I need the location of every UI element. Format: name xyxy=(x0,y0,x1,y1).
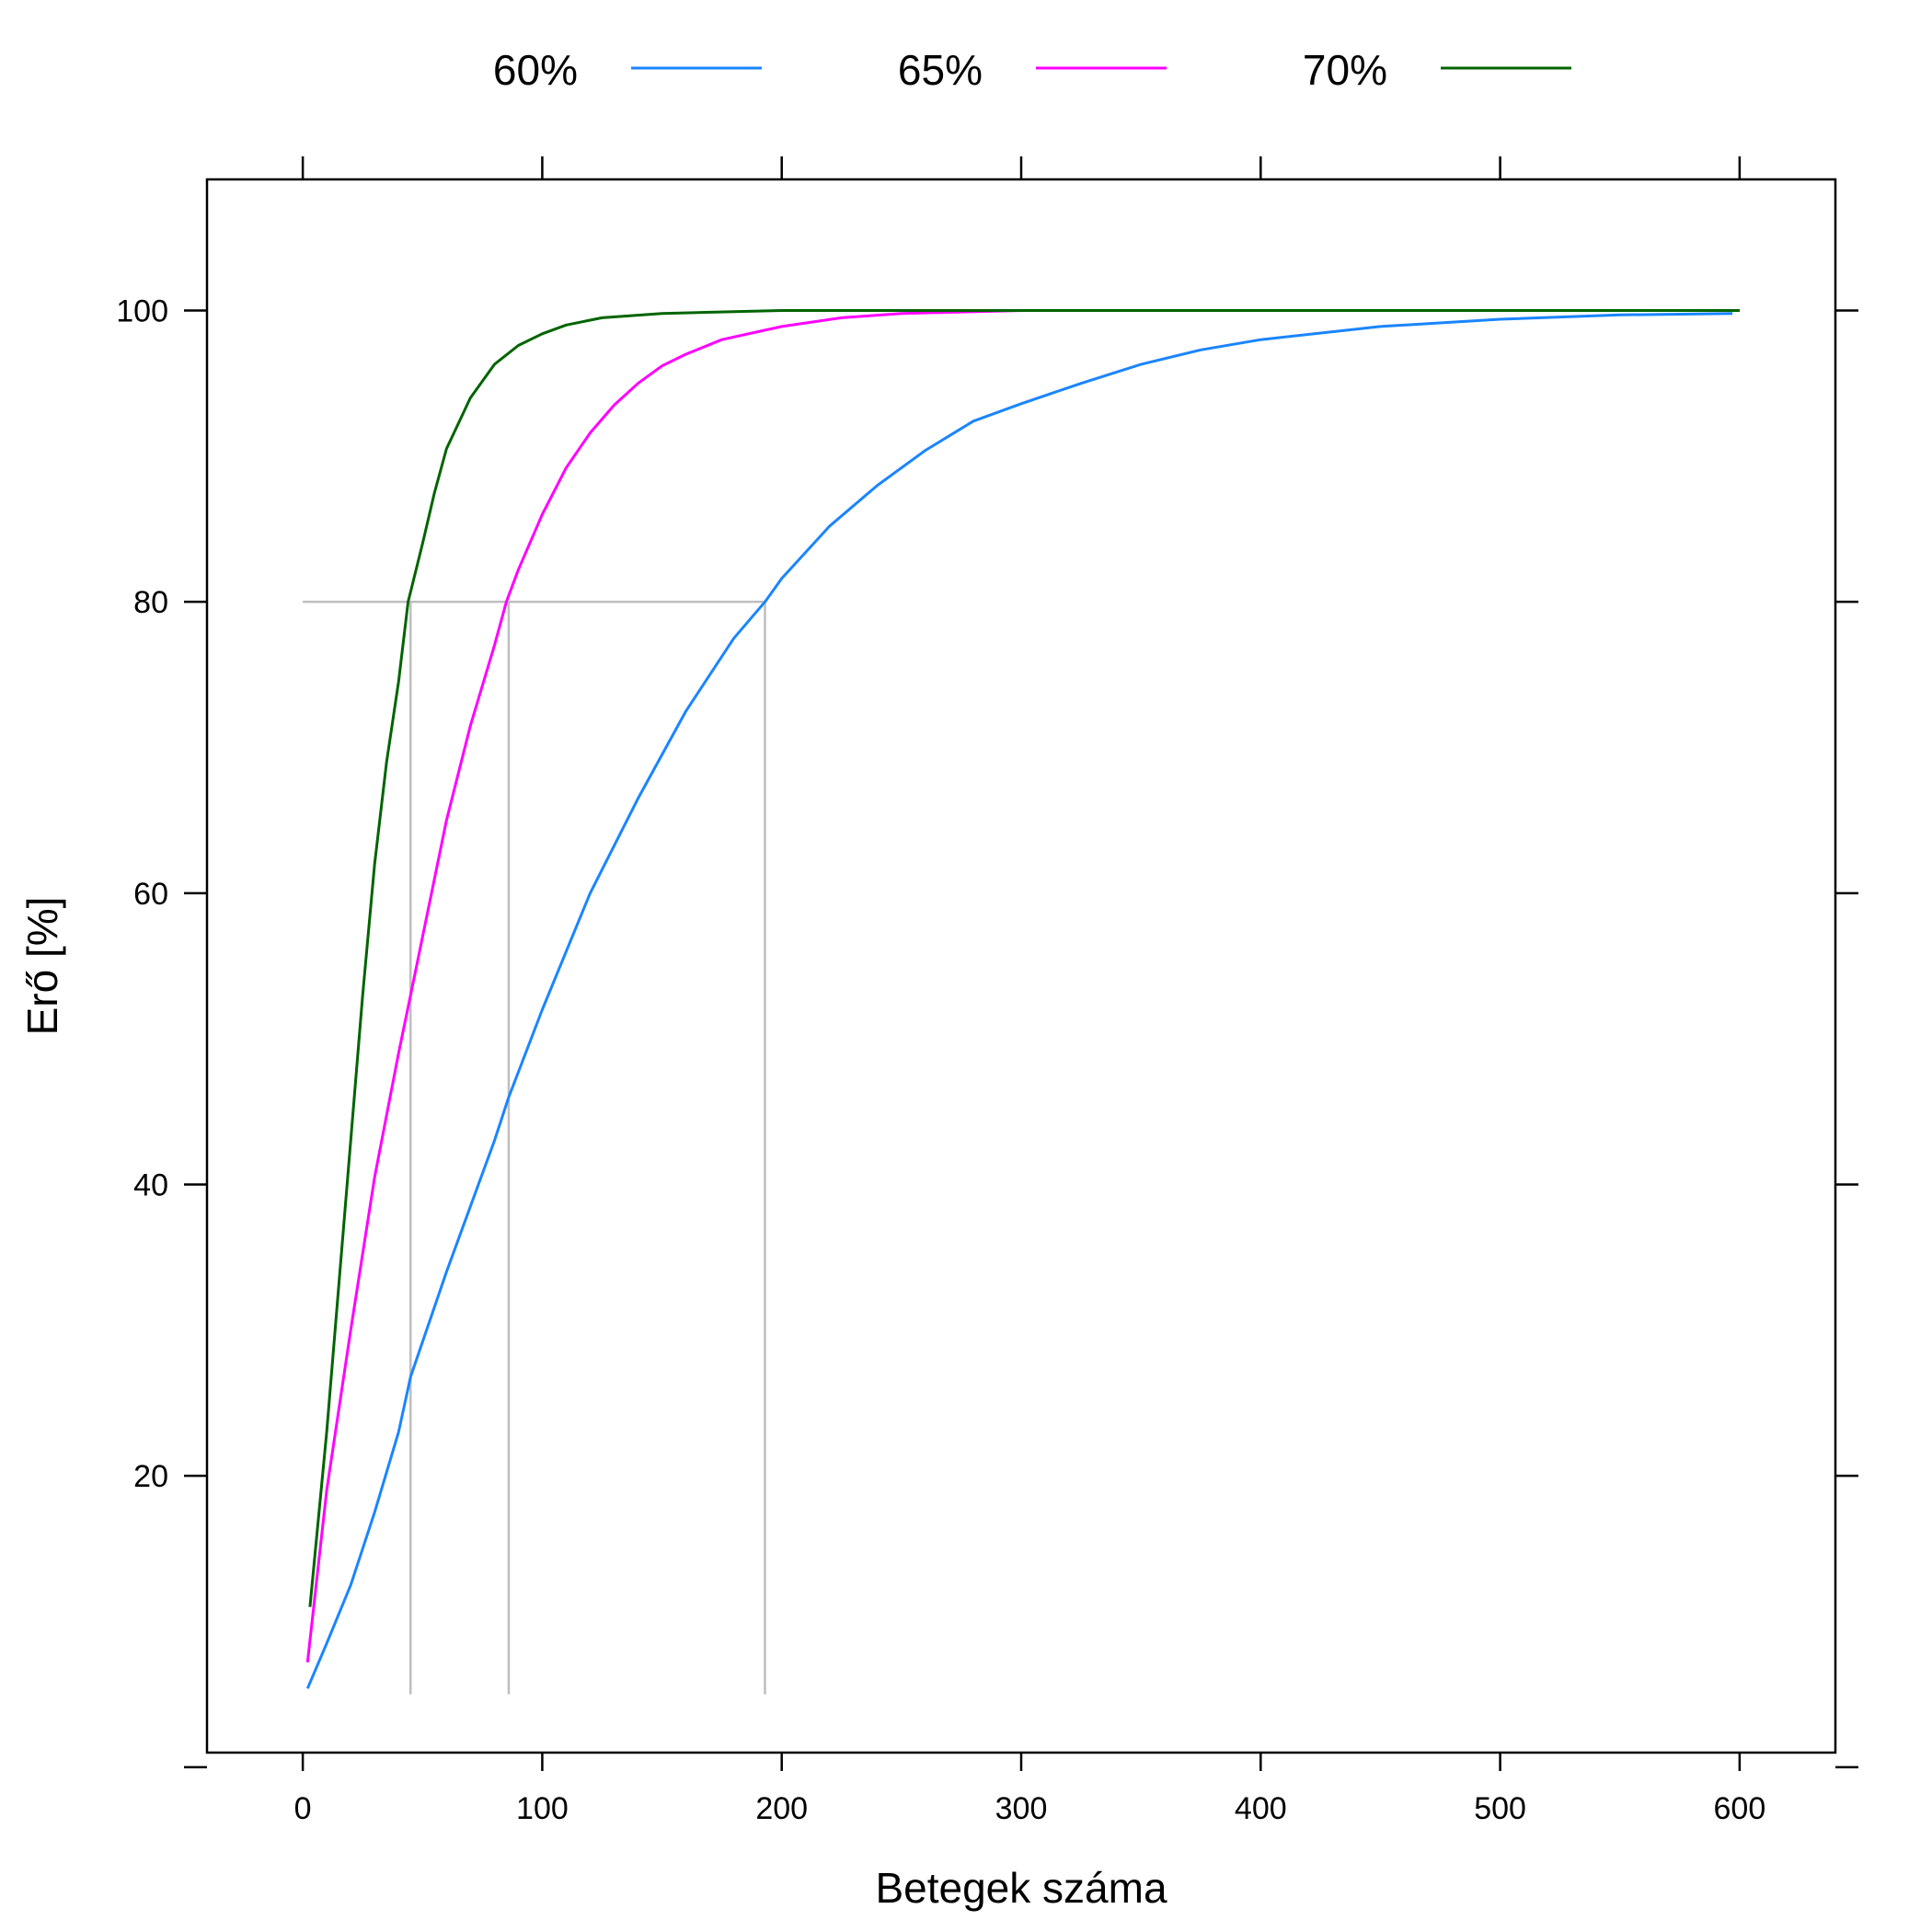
legend-label: 60% xyxy=(493,46,578,94)
plot-frame xyxy=(205,178,1837,1754)
x-tick-label: 600 xyxy=(1714,1791,1766,1826)
y-tick-label: 40 xyxy=(133,1168,168,1203)
series-line-65pct xyxy=(305,309,1740,1662)
x-tick-label: 200 xyxy=(755,1791,808,1826)
series-line-70pct xyxy=(308,309,1740,1607)
x-tick-label: 0 xyxy=(294,1791,312,1826)
x-axis-title: Betegek száma xyxy=(875,1864,1167,1912)
y-axis: 20 40 60 80 100 xyxy=(116,294,1858,1769)
x-tick-label: 500 xyxy=(1474,1791,1526,1826)
y-axis-title: Erő [%] xyxy=(18,897,66,1036)
series-lines xyxy=(305,309,1740,1689)
y-tick-label: 80 xyxy=(133,585,168,620)
reference-lines xyxy=(303,600,766,1695)
series-line-60pct xyxy=(305,312,1733,1689)
y-tick-label: 100 xyxy=(116,294,168,329)
legend-label: 70% xyxy=(1303,46,1387,94)
y-tick-label: 20 xyxy=(133,1459,168,1494)
x-axis: 0 100 200 300 400 500 600 xyxy=(294,156,1766,1826)
x-tick-label: 100 xyxy=(516,1791,569,1826)
legend-label: 65% xyxy=(898,46,983,94)
x-tick-label: 300 xyxy=(995,1791,1048,1826)
y-tick-label: 60 xyxy=(133,877,168,912)
legend: 60% 65% 70% xyxy=(493,46,1571,94)
x-tick-label: 400 xyxy=(1235,1791,1287,1826)
